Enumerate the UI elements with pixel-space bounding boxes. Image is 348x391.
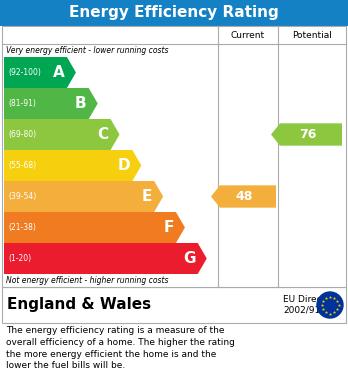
Text: Not energy efficient - higher running costs: Not energy efficient - higher running co… [6,276,168,285]
Text: (69-80): (69-80) [8,130,36,139]
Text: Energy Efficiency Rating: Energy Efficiency Rating [69,5,279,20]
Polygon shape [4,243,207,274]
Text: (55-68): (55-68) [8,161,36,170]
Bar [2,287,346,323]
Text: F: F [164,220,174,235]
Bar [0,0,348,26]
Text: (21-38): (21-38) [8,223,36,232]
Polygon shape [4,88,98,119]
Text: England & Wales: England & Wales [7,298,151,312]
Text: (1-20): (1-20) [8,254,31,263]
Text: C: C [97,127,109,142]
Text: (92-100): (92-100) [8,68,41,77]
Text: 76: 76 [299,128,316,141]
Text: D: D [118,158,130,173]
Text: (81-91): (81-91) [8,99,36,108]
Text: Potential: Potential [292,30,332,39]
Polygon shape [4,181,163,212]
Polygon shape [271,123,342,146]
Text: Very energy efficient - lower running costs: Very energy efficient - lower running co… [6,46,168,55]
Text: G: G [183,251,196,266]
Bar [2,26,346,287]
Text: B: B [75,96,87,111]
Text: E: E [142,189,152,204]
Polygon shape [4,212,185,243]
Text: EU Directive
2002/91/EC: EU Directive 2002/91/EC [283,295,339,315]
Polygon shape [211,185,276,208]
Text: 48: 48 [236,190,253,203]
Text: (39-54): (39-54) [8,192,36,201]
Polygon shape [4,150,141,181]
Polygon shape [4,57,76,88]
Text: Current: Current [231,30,265,39]
Circle shape [317,292,343,318]
Polygon shape [4,119,120,150]
Text: The energy efficiency rating is a measure of the
overall efficiency of a home. T: The energy efficiency rating is a measur… [6,326,235,370]
Text: A: A [53,65,65,80]
